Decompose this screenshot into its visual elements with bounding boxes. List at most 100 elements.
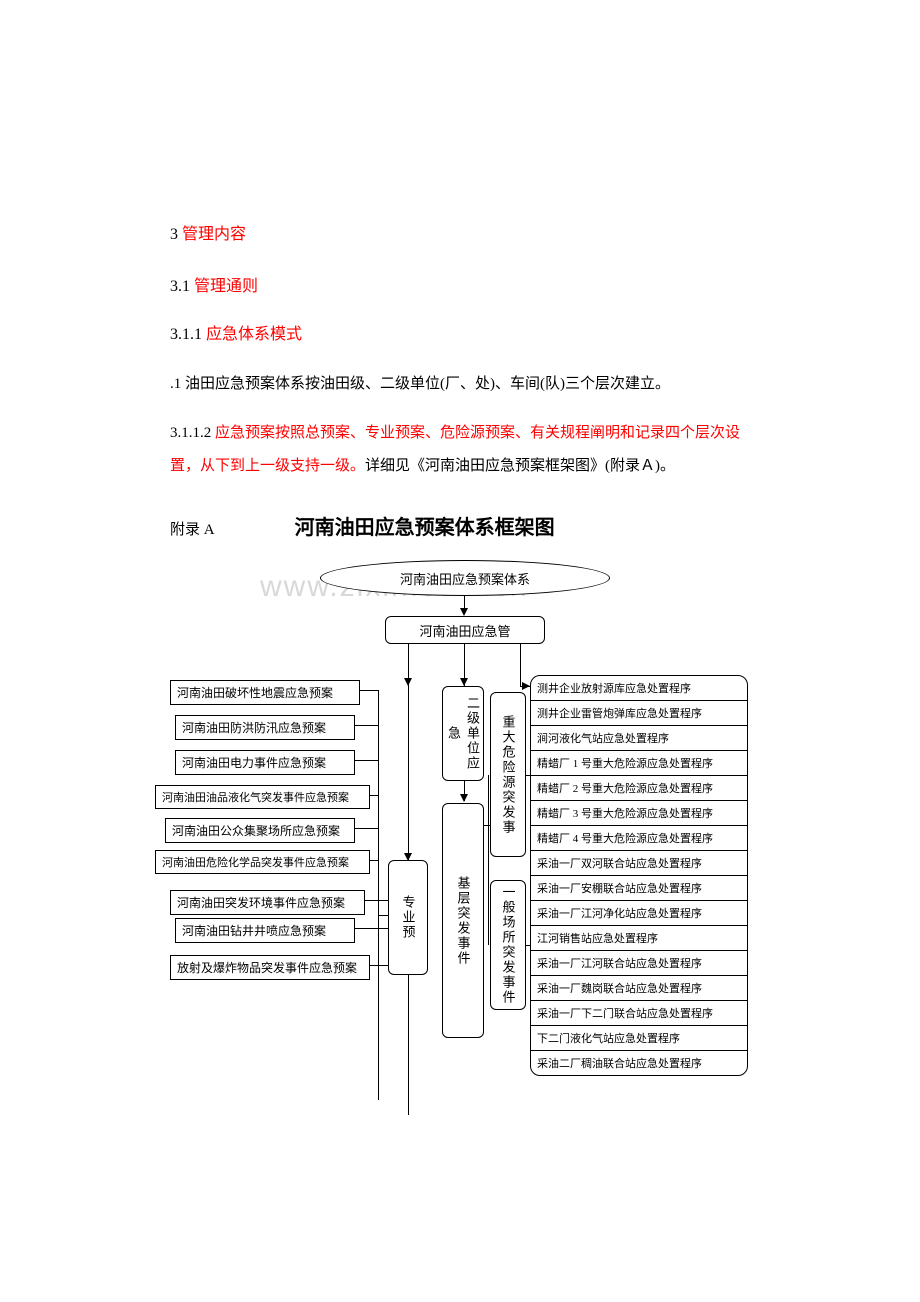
appendix-heading: 附录 A 河南油田应急预案体系框架图 [170, 511, 750, 540]
right-item-text: 采油二厂稠油联合站应急处置程序 [537, 1058, 702, 1070]
arrow-icon [460, 794, 468, 802]
p2-num: 3.1.1.2 [170, 425, 215, 441]
right-item-text: 精蜡厂 1 号重大危险源应急处置程序 [537, 758, 713, 770]
left-item: 河南油田油品液化气突发事件应急预案 [155, 785, 370, 809]
h311-text: 应急体系模式 [206, 326, 302, 343]
connector [370, 965, 388, 966]
arrow-icon [460, 678, 468, 686]
h3-text: 管理内容 [182, 226, 246, 243]
connector [408, 686, 409, 861]
right-item: 精蜡厂 3 号重大危险源应急处置程序 [531, 801, 747, 826]
right-item: 采油一厂安棚联合站应急处置程序 [531, 876, 747, 901]
left-item-text: 河南油田破坏性地震应急预案 [177, 686, 333, 700]
connector [488, 775, 489, 945]
connector [355, 828, 378, 829]
left-item-text: 河南油田突发环境事件应急预案 [177, 896, 345, 910]
right-item: 采油一厂魏岗联合站应急处置程序 [531, 976, 747, 1001]
connector [355, 725, 378, 726]
node-hazard: 重大危险源突发事 [490, 692, 526, 857]
left-item-text: 河南油田油品液化气突发事件应急预案 [162, 792, 349, 804]
para-2: 3.1.1.2 应急预案按照总预案、专业预案、危险源预案、有关规程阐明和记录四个… [170, 417, 750, 483]
section-3-heading: 3 管理内容 3.1 管理通则 3.1.1 应急体系模式 .1 油田应急预案体系… [170, 220, 750, 483]
right-item: 采油二厂稠油联合站应急处置程序 [531, 1051, 747, 1075]
right-item: 精蜡厂 4 号重大危险源应急处置程序 [531, 826, 747, 851]
appendix-title: 河南油田应急预案体系框架图 [295, 511, 555, 540]
right-item-text: 精蜡厂 4 号重大危险源应急处置程序 [537, 833, 713, 845]
right-item: 测井企业雷管炮弹库应急处置程序 [531, 701, 747, 726]
right-item-text: 下二门液化气站应急处置程序 [537, 1033, 680, 1045]
connector [520, 644, 521, 686]
right-item: 涧河液化气站应急处置程序 [531, 726, 747, 751]
left-item: 放射及爆炸物品突发事件应急预案 [170, 955, 370, 980]
right-item-text: 采油一厂双河联合站应急处置程序 [537, 858, 702, 870]
right-item: 采油一厂江河联合站应急处置程序 [531, 951, 747, 976]
arrow-icon [404, 678, 412, 686]
connector [365, 900, 388, 901]
base-text: 基层突发事件 [454, 876, 473, 966]
left-item: 河南油田钻井井喷应急预案 [175, 918, 355, 943]
connector [370, 795, 378, 796]
h311-num: 3.1.1 [170, 326, 206, 343]
left-item: 河南油田危险化学品突发事件应急预案 [155, 850, 370, 874]
node-top-ellipse: 河南油田应急预案体系 [320, 560, 610, 596]
left-item: 河南油田防洪防汛应急预案 [175, 715, 355, 740]
right-item-text: 采油一厂江河净化站应急处置程序 [537, 908, 702, 920]
right-procedure-panel: 测井企业放射源库应急处置程序 测井企业雷管炮弹库应急处置程序 涧河液化气站应急处… [530, 675, 748, 1076]
left-item-text: 河南油田钻井井喷应急预案 [182, 924, 326, 938]
left-item-text: 河南油田危险化学品突发事件应急预案 [162, 857, 349, 869]
level2-text: 二级单位应急 [444, 689, 482, 778]
para-1: .1 油田应急预案体系按油田级、二级单位(厂、处)、车间(队)三个层次建立。 [170, 368, 750, 401]
left-item: 河南油田公众集聚场所应急预案 [165, 818, 355, 843]
framework-diagram: www.zixin.com.cn 河南油田应急预案体系 河南油田应急管 二级单位… [170, 560, 750, 1210]
right-item: 采油一厂江河净化站应急处置程序 [531, 901, 747, 926]
node-base: 基层突发事件 [442, 803, 484, 1038]
right-item-text: 测井企业放射源库应急处置程序 [537, 683, 691, 695]
right-item: 采油一厂双河联合站应急处置程序 [531, 851, 747, 876]
h31-text: 管理通则 [194, 278, 258, 295]
right-item: 测井企业放射源库应急处置程序 [531, 676, 747, 701]
general-text: 一般场所突发事件 [499, 885, 518, 1005]
right-item: 精蜡厂 2 号重大危险源应急处置程序 [531, 776, 747, 801]
right-item: 江河销售站应急处置程序 [531, 926, 747, 951]
connector [526, 945, 530, 946]
ellipse-text: 河南油田应急预案体系 [400, 569, 530, 588]
right-item-text: 采油一厂魏岗联合站应急处置程序 [537, 983, 702, 995]
right-item-text: 精蜡厂 3 号重大危险源应急处置程序 [537, 808, 713, 820]
right-item: 精蜡厂 1 号重大危险源应急处置程序 [531, 751, 747, 776]
left-item-text: 河南油田防洪防汛应急预案 [182, 721, 326, 735]
node-root: 河南油田应急管 [385, 616, 545, 644]
node-level2: 二级单位应急 [442, 686, 484, 781]
h3-num: 3 [170, 226, 182, 243]
connector [378, 970, 379, 1100]
connector [355, 928, 388, 929]
p2-black: 详细见《河南油田应急预案框架图》(附录Ａ)。 [365, 458, 675, 474]
right-item-text: 涧河液化气站应急处置程序 [537, 733, 669, 745]
root-text: 河南油田应急管 [419, 621, 510, 640]
right-item-text: 精蜡厂 2 号重大危险源应急处置程序 [537, 783, 713, 795]
left-item: 河南油田突发环境事件应急预案 [170, 890, 365, 915]
connector [355, 760, 378, 761]
right-item-text: 测井企业雷管炮弹库应急处置程序 [537, 708, 702, 720]
hazard-text: 重大危险源突发事 [499, 715, 518, 835]
left-item-text: 放射及爆炸物品突发事件应急预案 [177, 961, 357, 975]
connector [378, 915, 388, 916]
right-item-text: 采油一厂安棚联合站应急处置程序 [537, 883, 702, 895]
right-item: 采油一厂下二门联合站应急处置程序 [531, 1001, 747, 1026]
node-general: 一般场所突发事件 [490, 880, 526, 1010]
left-item: 河南油田破坏性地震应急预案 [170, 680, 360, 705]
right-item: 下二门液化气站应急处置程序 [531, 1026, 747, 1051]
left-item: 河南油田电力事件应急预案 [175, 750, 355, 775]
prof-text: 专业预 [399, 895, 418, 940]
h31-num: 3.1 [170, 278, 194, 295]
arrow-icon [522, 682, 530, 690]
right-item-text: 采油一厂下二门联合站应急处置程序 [537, 1008, 713, 1020]
left-item-text: 河南油田电力事件应急预案 [182, 756, 326, 770]
connector [526, 775, 530, 776]
right-item-text: 江河销售站应急处置程序 [537, 933, 658, 945]
connector [370, 860, 378, 861]
connector [408, 975, 409, 1115]
connector [360, 690, 378, 691]
appendix-label: 附录 A [170, 518, 215, 539]
node-prof: 专业预 [388, 860, 428, 975]
right-item-text: 采油一厂江河联合站应急处置程序 [537, 958, 702, 970]
